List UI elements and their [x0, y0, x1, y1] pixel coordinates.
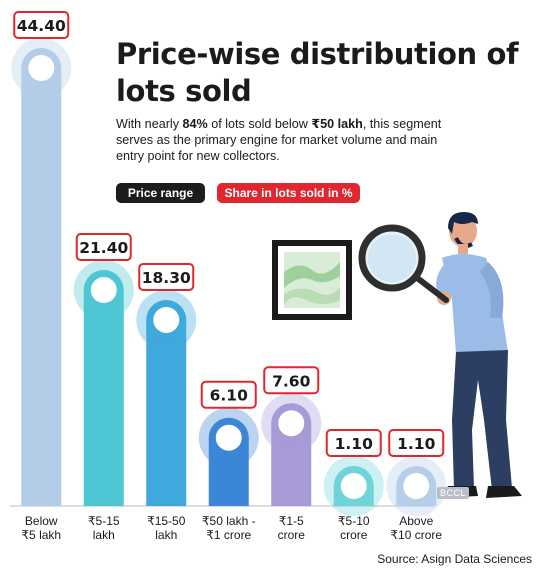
- subtitle-part-3: , this segment serves as the primary eng…: [116, 117, 442, 163]
- category-label: Below: [25, 514, 58, 528]
- value-label: 1.10: [335, 435, 373, 453]
- category-label: ₹1 crore: [206, 528, 251, 542]
- bar-group-0: 44.40 Below₹5 lakh: [11, 11, 72, 542]
- bar-cap-hole: [403, 473, 430, 499]
- subtitle-highlight-amount: ₹50 lakh: [311, 117, 363, 131]
- subtitle-part-2: of lots sold below: [207, 117, 312, 131]
- category-label: ₹15-50: [147, 514, 186, 528]
- value-label: 18.30: [142, 269, 191, 287]
- value-label: 6.10: [210, 387, 248, 405]
- value-label: 44.40: [17, 17, 66, 35]
- value-label-box: [263, 366, 320, 395]
- category-label: Above: [399, 514, 433, 528]
- bar-cap-hole: [278, 410, 305, 437]
- chart-title: Price-wise distribution of lots sold: [116, 37, 519, 108]
- value-label-box: [200, 380, 257, 409]
- category-label: ₹1-5: [279, 514, 304, 528]
- bar-group-6: 1.10 Above₹10 crore: [386, 429, 447, 542]
- value-label-box: [388, 429, 445, 457]
- value-label: 7.60: [272, 372, 310, 390]
- bar: [146, 319, 187, 506]
- bccl-watermark: BCCL: [437, 487, 470, 499]
- category-label: lakh: [155, 528, 177, 542]
- legend-price-range: Price range: [116, 183, 205, 203]
- bar-cap-hole: [340, 473, 367, 499]
- bar-cap-hole: [215, 424, 242, 451]
- category-label: ₹5 lakh: [21, 528, 61, 542]
- bar-cap-hole: [28, 55, 55, 81]
- category-label: crore: [278, 528, 306, 542]
- category-label: ₹50 lakh -: [202, 514, 256, 528]
- bar: [83, 290, 124, 506]
- subtitle-part-1: With nearly: [116, 117, 183, 131]
- value-label-box: [138, 262, 195, 291]
- chart-subtitle: With nearly 84% of lots sold below ₹50 l…: [116, 116, 461, 164]
- value-label: 21.40: [79, 239, 128, 257]
- source-note: Source: Asign Data Sciences: [377, 552, 532, 566]
- bar-cap-hole: [153, 306, 180, 333]
- category-label: ₹5-10: [338, 514, 370, 528]
- legend-share-in-lots: Share in lots sold in %: [217, 183, 360, 203]
- value-label-box: [13, 11, 70, 39]
- value-label-box: [75, 233, 132, 262]
- category-label: ₹10 crore: [390, 528, 442, 542]
- man-with-magnifier-illustration: [272, 212, 522, 498]
- value-label-box: [325, 429, 382, 457]
- subtitle-highlight-share: 84%: [182, 117, 208, 131]
- framed-painting-illustration: [272, 240, 352, 320]
- man-figure-illustration: [358, 212, 522, 498]
- category-label: crore: [340, 528, 368, 542]
- category-label: ₹5-15: [88, 514, 120, 528]
- bar: [21, 68, 62, 506]
- bar-group-3: 6.10 ₹50 lakh -₹1 crore: [198, 380, 259, 542]
- value-label: 1.10: [397, 435, 435, 453]
- category-label: lakh: [93, 528, 115, 542]
- bar-cap-hole: [90, 277, 117, 304]
